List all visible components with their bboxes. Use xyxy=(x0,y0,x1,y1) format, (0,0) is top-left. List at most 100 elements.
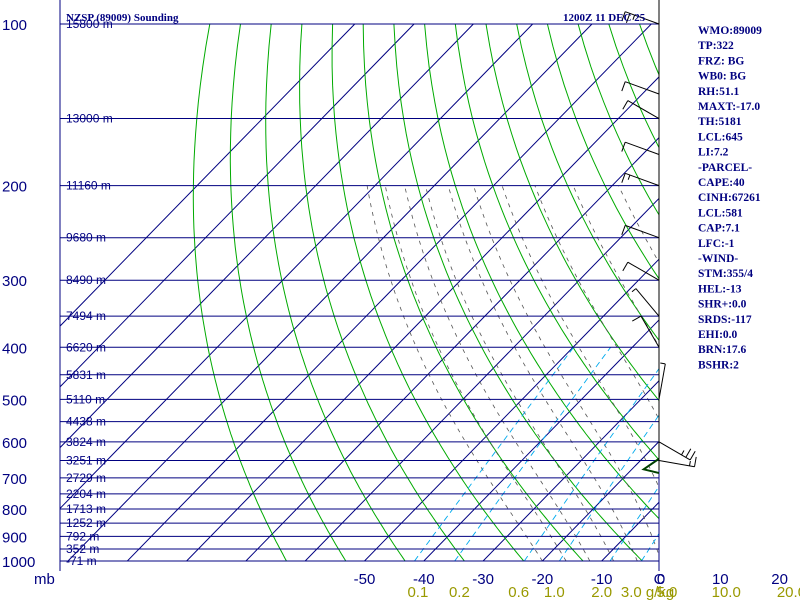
dry-adiabat-line xyxy=(793,24,800,561)
isotherm-line xyxy=(60,23,534,510)
isotherm-line xyxy=(67,23,593,561)
index-entry: BRN:17.6 xyxy=(698,344,746,356)
wind-barb-column xyxy=(621,0,697,470)
height-label: 9680 m xyxy=(66,231,106,245)
dry-adiabat-line xyxy=(192,23,287,561)
pressure-label: 800 xyxy=(2,502,27,519)
pressure-label: 100 xyxy=(2,17,27,34)
wind-barb-staff xyxy=(658,441,691,461)
wind-barb-staff xyxy=(625,11,660,25)
temperature-tick-label: -20 xyxy=(532,571,554,588)
mixing-ratio-tick-label: 10.0 xyxy=(712,584,741,600)
moist-adiabat-line xyxy=(534,185,659,421)
index-entry: LCL:645 xyxy=(698,131,743,143)
temperature-tick-label: -10 xyxy=(591,571,613,588)
height-label: 7494 m xyxy=(66,309,106,323)
temperature-axis-labels: -50-40-30-20-10010203040C xyxy=(354,571,788,588)
pressure-label: 500 xyxy=(2,392,27,409)
index-entry: RH:51.1 xyxy=(698,86,739,98)
wind-barb-flag xyxy=(681,450,685,456)
wind-barb-flag xyxy=(631,288,637,293)
index-entry: CINH:67261 xyxy=(698,192,761,204)
index-entry: FRZ: BG xyxy=(698,55,744,67)
height-label: 3824 m xyxy=(66,435,106,449)
height-label: 5831 m xyxy=(66,368,106,382)
chart-title: NZSP (89009) Sounding xyxy=(66,12,179,24)
index-entry: EHI:0.0 xyxy=(698,329,738,341)
isotherm-line xyxy=(542,440,659,561)
pressure-label: 400 xyxy=(2,340,27,357)
pressure-label: 300 xyxy=(2,273,27,290)
height-label: 2729 m xyxy=(66,471,106,485)
temperature-tick-label: -40 xyxy=(413,571,435,588)
height-label: 15800 m xyxy=(66,17,113,31)
mixing-ratio-unit-label: g/kg xyxy=(646,584,674,600)
moist-adiabat-line xyxy=(473,185,659,557)
wind-barb-staff xyxy=(625,224,660,239)
moist-adiabat-line xyxy=(366,185,543,561)
index-entry: TH:5181 xyxy=(698,116,742,128)
wind-barb-flag xyxy=(660,362,666,365)
index-entry: -WIND- xyxy=(698,253,738,265)
dry-adiabat-line xyxy=(762,24,800,561)
pressure-label: 600 xyxy=(2,435,27,452)
pressure-label: 1000 xyxy=(2,554,35,571)
isotherm-line xyxy=(60,23,356,327)
mixing-ratio-tick-label: 1.0 xyxy=(544,584,565,600)
dry-adiabat-line xyxy=(362,23,584,561)
height-label: 792 m xyxy=(66,529,99,543)
mixing-ratio-line xyxy=(743,347,800,561)
index-entry: TP:322 xyxy=(698,40,734,52)
index-entry: LCL:581 xyxy=(698,207,743,219)
temperature-tick-label: 20 xyxy=(771,571,788,588)
stability-indices-panel: WMO:89009 TP:322 FRZ: BG WB0: BG RH:51.1 MAXT… xyxy=(698,25,762,371)
index-entry: WMO:89009 xyxy=(698,25,762,37)
wind-barb-flag xyxy=(621,173,626,183)
index-entry: HEL:-13 xyxy=(698,283,742,295)
height-label: 4438 m xyxy=(66,415,106,429)
isotherm-line xyxy=(126,23,652,561)
height-label: 11160 m xyxy=(66,179,111,193)
mixing-ratio-tick-label: 0.1 xyxy=(407,584,428,600)
isotherm-line xyxy=(304,197,659,561)
wind-barb-staff xyxy=(635,288,660,317)
wind-barb-staff xyxy=(627,261,660,281)
height-label: 352 m xyxy=(66,542,99,556)
temperature-tick-label: -50 xyxy=(354,571,376,588)
height-label: 2204 m xyxy=(66,487,106,501)
height-label: 13000 m xyxy=(66,112,113,126)
wind-barb-flag xyxy=(689,460,691,466)
height-label: 1252 m xyxy=(66,516,106,530)
wind-barb-flag xyxy=(625,13,631,23)
wind-barb-staff xyxy=(625,81,660,95)
index-entry: MAXT:-17.0 xyxy=(698,101,760,113)
mixing-ratio-tick-label: 3.0 xyxy=(621,584,642,600)
dry-adiabat-line xyxy=(577,23,659,216)
isotherm-line xyxy=(186,76,659,561)
isotherm-line xyxy=(60,23,415,388)
index-entry: CAPE:40 xyxy=(698,177,745,189)
mixing-ratio-axis-labels: 0.10.20.61.02.03.05.010.020.040.0g/kg xyxy=(407,584,800,600)
height-label: 8490 m xyxy=(66,273,106,287)
wind-barb-flag xyxy=(622,100,629,110)
height-label: -71 m xyxy=(66,554,97,568)
isotherm-line xyxy=(423,319,659,561)
isobar-lines xyxy=(59,0,660,571)
isotherm-line xyxy=(364,258,659,561)
dry-adiabat-line xyxy=(331,23,525,561)
index-entry: STM:355/4 xyxy=(698,268,753,280)
wind-barb-flag xyxy=(621,225,626,235)
wind-barb-flag xyxy=(622,261,629,272)
isotherm-line xyxy=(482,380,659,561)
index-entry: SRDS:-117 xyxy=(698,314,752,326)
height-label: 5110 m xyxy=(66,392,105,406)
temperature-tick-label: 0 xyxy=(657,571,665,588)
height-labels: 15800 m 13000 m 11160 m 9680 m 8490 m 7494 m 6… xyxy=(66,17,113,568)
moist-adiabat-line xyxy=(384,185,567,561)
moist-adiabat-line xyxy=(425,185,614,561)
isotherm-line xyxy=(780,24,800,561)
moist-adiabat-line xyxy=(738,186,800,561)
mixing-ratio-tick-label: 2.0 xyxy=(591,584,612,600)
